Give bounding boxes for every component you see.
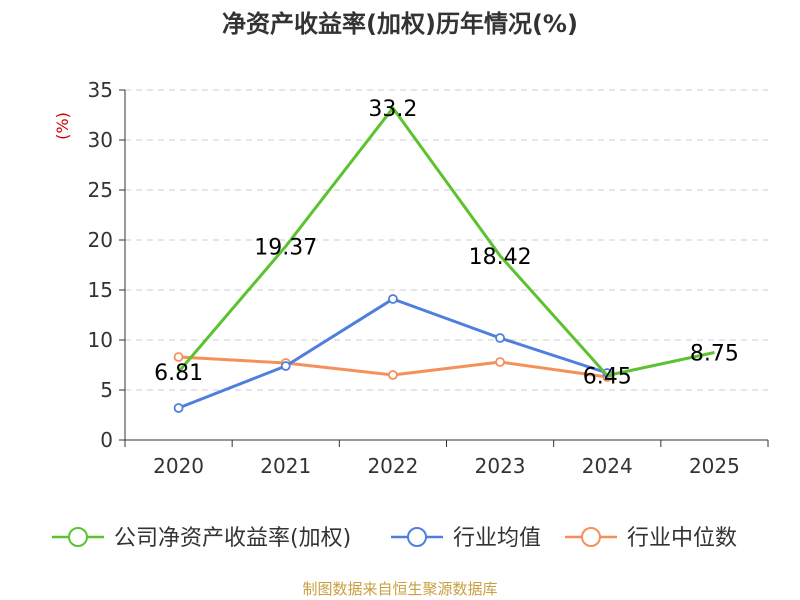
legend-marker xyxy=(581,527,601,547)
x-tick-label: 2023 xyxy=(475,454,526,478)
data-point xyxy=(495,357,505,367)
series-line-1 xyxy=(178,297,608,410)
legend-label: 行业中位数 xyxy=(627,526,737,551)
data-label: 6.81 xyxy=(154,361,203,386)
y-tick-label: 5 xyxy=(100,378,113,402)
legend-item-0[interactable]: 公司净资产收益率(加权) xyxy=(52,526,351,551)
data-point xyxy=(388,294,398,304)
data-label: 6.45 xyxy=(583,365,632,390)
series-line-0 xyxy=(177,106,715,377)
data-point xyxy=(173,352,184,362)
grid-lines xyxy=(125,89,768,391)
data-label: 33.2 xyxy=(368,97,417,122)
x-tick-label: 2021 xyxy=(260,454,311,478)
y-axis-label: (%) xyxy=(53,112,72,140)
legend-label: 公司净资产收益率(加权) xyxy=(114,526,351,551)
source-note: 制图数据来自恒生聚源数据库 xyxy=(302,580,497,598)
chart-title: 净资产收益率(加权)历年情况(%) xyxy=(222,10,578,38)
legend-marker xyxy=(68,527,88,547)
y-tick-label: 35 xyxy=(88,78,113,102)
series-lines xyxy=(173,106,715,413)
x-tick-label: 2025 xyxy=(689,454,740,478)
legend-item-2[interactable]: 行业中位数 xyxy=(565,526,737,551)
legend-marker xyxy=(407,527,427,547)
data-point xyxy=(173,403,184,413)
data-point xyxy=(495,333,505,343)
y-tick-label: 20 xyxy=(88,228,113,252)
y-tick-label: 25 xyxy=(88,178,113,202)
data-label: 8.75 xyxy=(690,342,739,367)
legend-label: 行业均值 xyxy=(453,526,541,551)
data-point xyxy=(280,361,291,371)
y-tick-label: 10 xyxy=(88,328,113,352)
legend-item-1[interactable]: 行业均值 xyxy=(391,526,541,551)
y-tick-label: 30 xyxy=(88,128,113,152)
legend: 公司净资产收益率(加权) 行业均值 行业中位数 xyxy=(52,526,737,551)
x-tick-label: 2022 xyxy=(367,454,418,478)
data-label: 18.42 xyxy=(469,245,532,270)
data-label: 19.37 xyxy=(254,235,317,260)
data-labels: 6.81 19.37 33.2 18.42 6.45 8.75 xyxy=(154,97,739,390)
x-tick-label: 2024 xyxy=(582,454,633,478)
y-tick-label: 0 xyxy=(100,428,113,452)
y-tick-label: 15 xyxy=(88,278,113,302)
x-tick-label: 2020 xyxy=(153,454,204,478)
data-point xyxy=(388,370,398,380)
